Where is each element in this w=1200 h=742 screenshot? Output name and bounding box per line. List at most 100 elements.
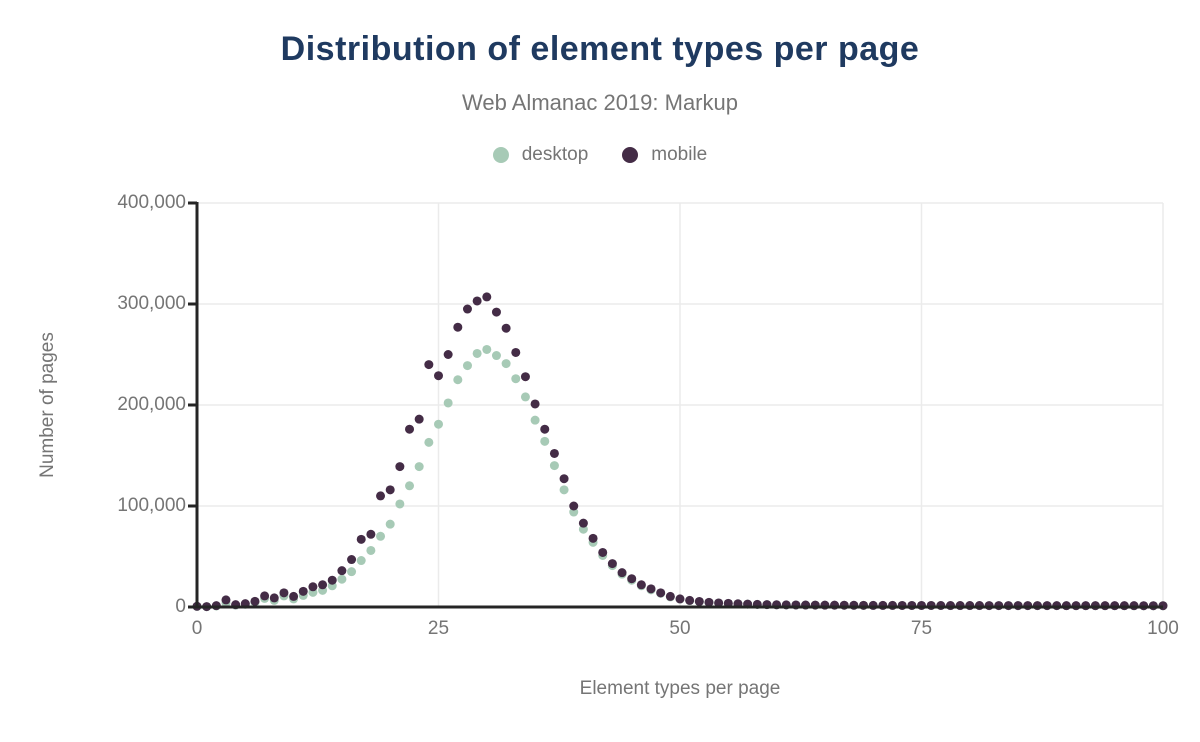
data-point-mobile [405, 424, 415, 434]
data-point-mobile [549, 448, 559, 458]
data-point-desktop [356, 556, 366, 566]
data-point-mobile [569, 501, 579, 511]
y-tick-label: 100,000 [117, 495, 186, 516]
data-point-mobile [376, 491, 386, 501]
data-point-mobile [704, 597, 714, 607]
legend-label: desktop [521, 144, 589, 165]
data-point-mobile [414, 414, 424, 424]
data-point-desktop [347, 567, 357, 577]
data-point-desktop [443, 398, 453, 408]
legend: desktop mobile [0, 144, 1200, 166]
data-point-mobile [636, 580, 646, 590]
data-point-mobile [289, 591, 299, 601]
y-tick-label: 400,000 [117, 192, 186, 213]
data-point-mobile [250, 596, 260, 606]
y-axis-title: Number of pages [37, 332, 58, 478]
data-point-mobile [337, 566, 347, 576]
data-point-mobile [443, 350, 453, 359]
data-point-mobile [366, 529, 376, 539]
data-point-desktop [414, 462, 424, 472]
data-point-desktop [434, 419, 443, 429]
data-point-mobile [540, 424, 550, 434]
data-point-mobile [665, 591, 675, 601]
x-tick-label: 25 [427, 618, 450, 639]
data-point-mobile [675, 594, 685, 604]
data-point-mobile [269, 593, 279, 603]
data-point-desktop [376, 531, 386, 541]
chart-title: Distribution of element types per page [280, 30, 920, 68]
data-point-desktop [395, 499, 405, 509]
data-point-mobile [318, 580, 328, 590]
data-point-mobile [559, 474, 569, 484]
data-point-desktop [530, 415, 540, 425]
data-point-mobile [617, 568, 627, 578]
data-point-mobile [714, 598, 724, 608]
data-point-mobile [453, 322, 463, 332]
data-point-desktop [511, 374, 521, 384]
data-point-mobile [888, 600, 898, 610]
data-point-mobile [588, 533, 598, 543]
data-point-desktop [549, 461, 559, 471]
data-point-mobile [607, 559, 617, 569]
data-point-mobile [530, 399, 540, 409]
data-point-desktop [337, 574, 347, 584]
data-point-mobile [656, 588, 666, 598]
data-point-mobile [917, 600, 926, 610]
legend-dot-icon [492, 147, 509, 163]
data-point-mobile [646, 584, 656, 594]
x-tick-label: 75 [910, 618, 933, 639]
data-point-mobile [578, 518, 588, 528]
legend-dot-icon [622, 147, 639, 163]
data-point-mobile [395, 462, 405, 472]
data-point-desktop [559, 485, 569, 495]
data-point-desktop [405, 481, 415, 491]
data-point-mobile [221, 595, 231, 605]
y-tick-label: 200,000 [117, 394, 186, 415]
data-point-desktop [501, 359, 511, 369]
data-point-mobile [694, 596, 704, 606]
chart-subtitle: Web Almanac 2019: Markup [462, 90, 738, 115]
data-point-mobile [482, 292, 492, 302]
x-tick-label: 0 [191, 618, 203, 639]
data-point-mobile [491, 307, 501, 317]
data-point-mobile [327, 575, 337, 585]
data-point-mobile [308, 582, 318, 592]
data-point-mobile [356, 534, 366, 544]
data-point-mobile [627, 574, 637, 584]
data-point-mobile [897, 600, 907, 610]
data-point-mobile [501, 323, 511, 333]
data-point-desktop [424, 437, 434, 447]
data-point-mobile [462, 304, 472, 314]
data-point-desktop [520, 392, 530, 402]
data-point-desktop [472, 348, 482, 358]
data-point-mobile [520, 372, 530, 382]
legend-label: mobile [651, 144, 708, 165]
data-point-desktop [540, 436, 550, 446]
data-point-mobile [385, 485, 395, 495]
y-tick-label: 0 [175, 596, 186, 617]
data-point-desktop [366, 545, 376, 555]
data-point-mobile [926, 600, 936, 610]
data-point-mobile [685, 595, 695, 605]
x-tick-label: 50 [669, 618, 691, 639]
data-point-mobile [260, 591, 270, 601]
data-point-desktop [462, 361, 472, 371]
data-point-mobile [511, 347, 521, 357]
data-point-mobile [868, 600, 878, 610]
data-point-desktop [482, 344, 492, 354]
legend-item-mobile[interactable]: mobile [622, 144, 707, 166]
data-point-desktop [453, 375, 463, 385]
legend-item-desktop[interactable]: desktop [492, 144, 589, 166]
data-point-desktop [491, 351, 501, 361]
data-point-mobile [434, 371, 443, 381]
data-point-mobile [907, 600, 917, 610]
data-point-mobile [472, 296, 482, 306]
x-tick-label: 100 [1147, 618, 1179, 639]
x-axis-title: Element types per page [579, 678, 781, 699]
data-point-desktop [385, 519, 395, 529]
data-point-mobile [878, 600, 888, 610]
data-point-mobile [298, 586, 308, 596]
data-point-mobile [598, 547, 608, 557]
